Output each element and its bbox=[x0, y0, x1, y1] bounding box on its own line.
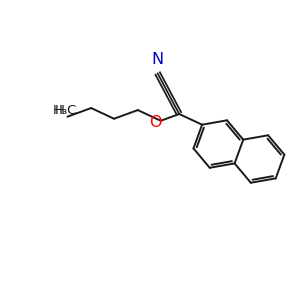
Text: N: N bbox=[151, 52, 163, 68]
Text: H₃C: H₃C bbox=[53, 104, 77, 117]
Text: O: O bbox=[149, 115, 162, 130]
Text: H: H bbox=[55, 104, 65, 117]
